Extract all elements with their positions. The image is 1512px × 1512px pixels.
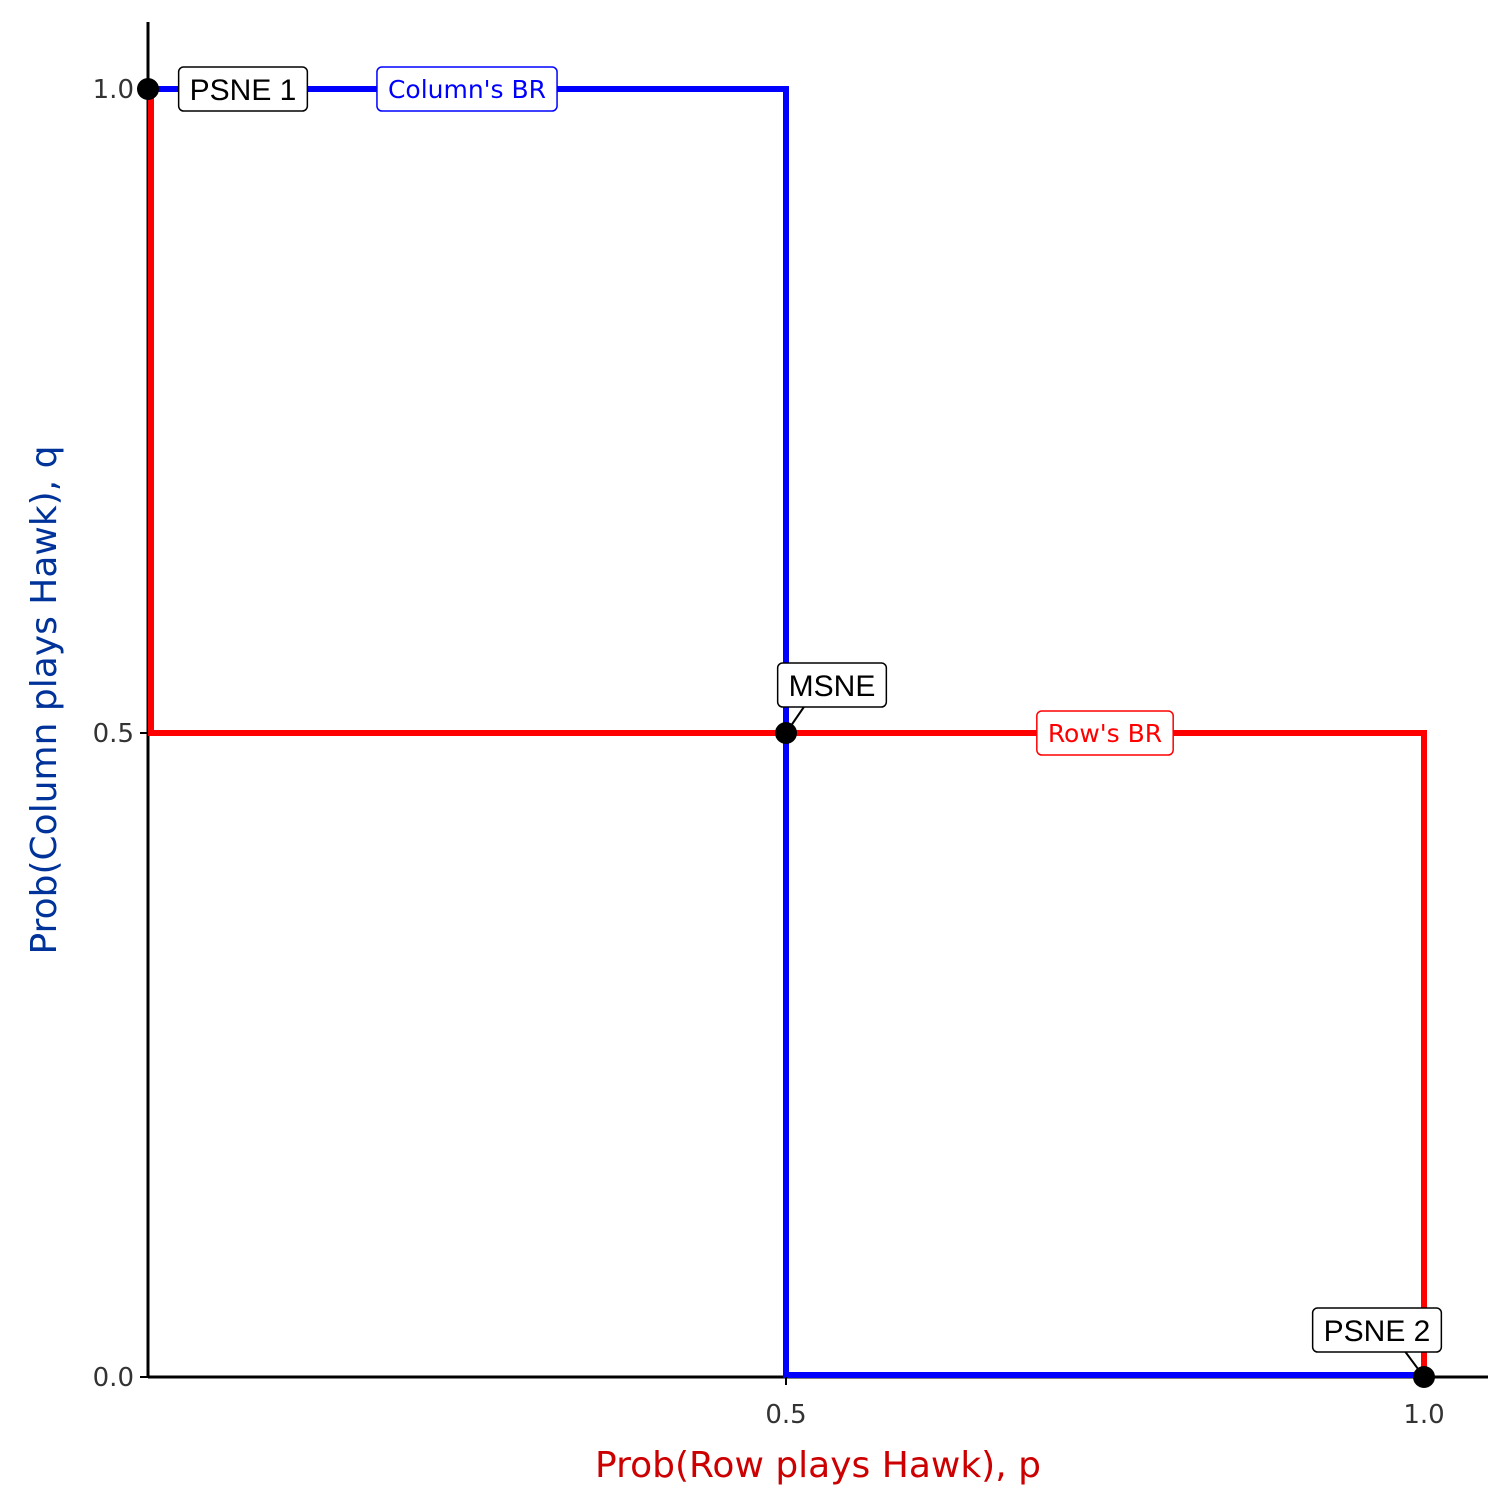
series-label-text: Row's BR <box>1048 719 1162 748</box>
ticks-layer: 0.5 1.0 0.0 0.5 1.0 <box>93 75 1445 1430</box>
equilibrium-point <box>1413 1366 1435 1388</box>
series-label-text: Column's BR <box>388 75 546 104</box>
points-layer: PSNE 1 MSNE PSNE 2 <box>137 66 1443 1388</box>
equilibrium-label: PSNE 1 <box>177 66 309 112</box>
series-label-box <box>1036 710 1174 756</box>
series-label: Column's BR <box>376 66 558 112</box>
equilibrium-label-box <box>177 66 309 112</box>
equilibrium-point <box>137 78 159 100</box>
y-tick-label: 0.0 <box>93 1363 134 1393</box>
y-axis-title: Prob(Column plays Hawk), q <box>24 446 65 955</box>
labels-layer: Column's BR Row's BR <box>376 66 1174 756</box>
equilibrium-label-text: PSNE 1 <box>190 74 297 107</box>
series-label: Row's BR <box>1036 710 1174 756</box>
x-tick-label: 1.0 <box>1403 1400 1444 1430</box>
equilibrium-label: MSNE <box>776 662 888 734</box>
y-tick-label: 0.5 <box>93 719 134 749</box>
equilibrium-label-text: MSNE <box>789 670 876 703</box>
y-tick-label: 1.0 <box>93 75 134 105</box>
equilibrium-label-box <box>1311 1307 1443 1353</box>
equilibrium-point <box>775 722 797 744</box>
equilibrium-label: PSNE 2 <box>1311 1307 1443 1378</box>
equilibrium-label-box <box>776 662 888 708</box>
series-label-box <box>376 66 558 112</box>
equilibrium-label-text: PSNE 2 <box>1324 1315 1431 1348</box>
x-tick-label: 0.5 <box>765 1400 806 1430</box>
x-axis-title: Prob(Row plays Hawk), p <box>595 1445 1041 1486</box>
